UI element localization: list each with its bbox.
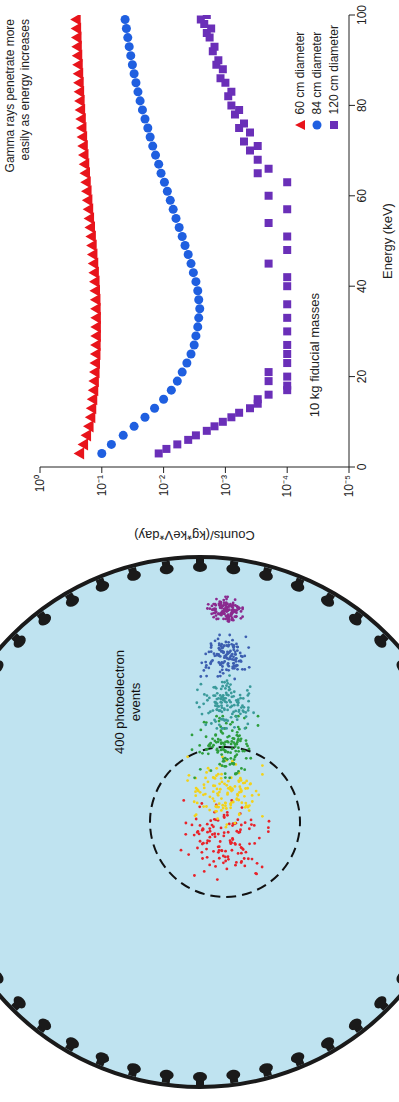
svg-text:10⁰: 10⁰ bbox=[33, 475, 47, 492]
svg-text:Energy (keV): Energy (keV) bbox=[380, 203, 395, 279]
svg-text:10⁻³: 10⁻³ bbox=[219, 475, 233, 496]
svg-text:100: 100 bbox=[355, 5, 369, 25]
html-text:60 cm diameter: 60 cm diameter bbox=[292, 31, 307, 115]
html-text:10 kg fiducial masses: 10 kg fiducial masses bbox=[307, 293, 322, 418]
svg-text:60: 60 bbox=[355, 189, 369, 203]
svg-text:10⁻⁵: 10⁻⁵ bbox=[342, 475, 356, 497]
html-text:84 cm diameter: 84 cm diameter bbox=[309, 31, 324, 115]
html-text:120 cm diameter: 120 cm diameter bbox=[326, 25, 341, 115]
svg-text:40: 40 bbox=[355, 279, 369, 293]
html-text:400 photoelectron events: 400 photoelectron events bbox=[112, 650, 143, 754]
html-text:Gamma rays penetrate more easi: Gamma rays penetrate more easily as ener… bbox=[3, 19, 32, 173]
svg-text:20: 20 bbox=[355, 370, 369, 384]
svg-text:0: 0 bbox=[355, 463, 369, 470]
svg-text:10⁻⁴: 10⁻⁴ bbox=[280, 475, 294, 498]
svg-text:10⁻²: 10⁻² bbox=[157, 475, 171, 496]
svg-text:Counts/(kg*keV*day): Counts/(kg*keV*day) bbox=[134, 528, 255, 543]
svg-text:80: 80 bbox=[355, 98, 369, 112]
svg-text:10⁻¹: 10⁻¹ bbox=[95, 475, 109, 496]
